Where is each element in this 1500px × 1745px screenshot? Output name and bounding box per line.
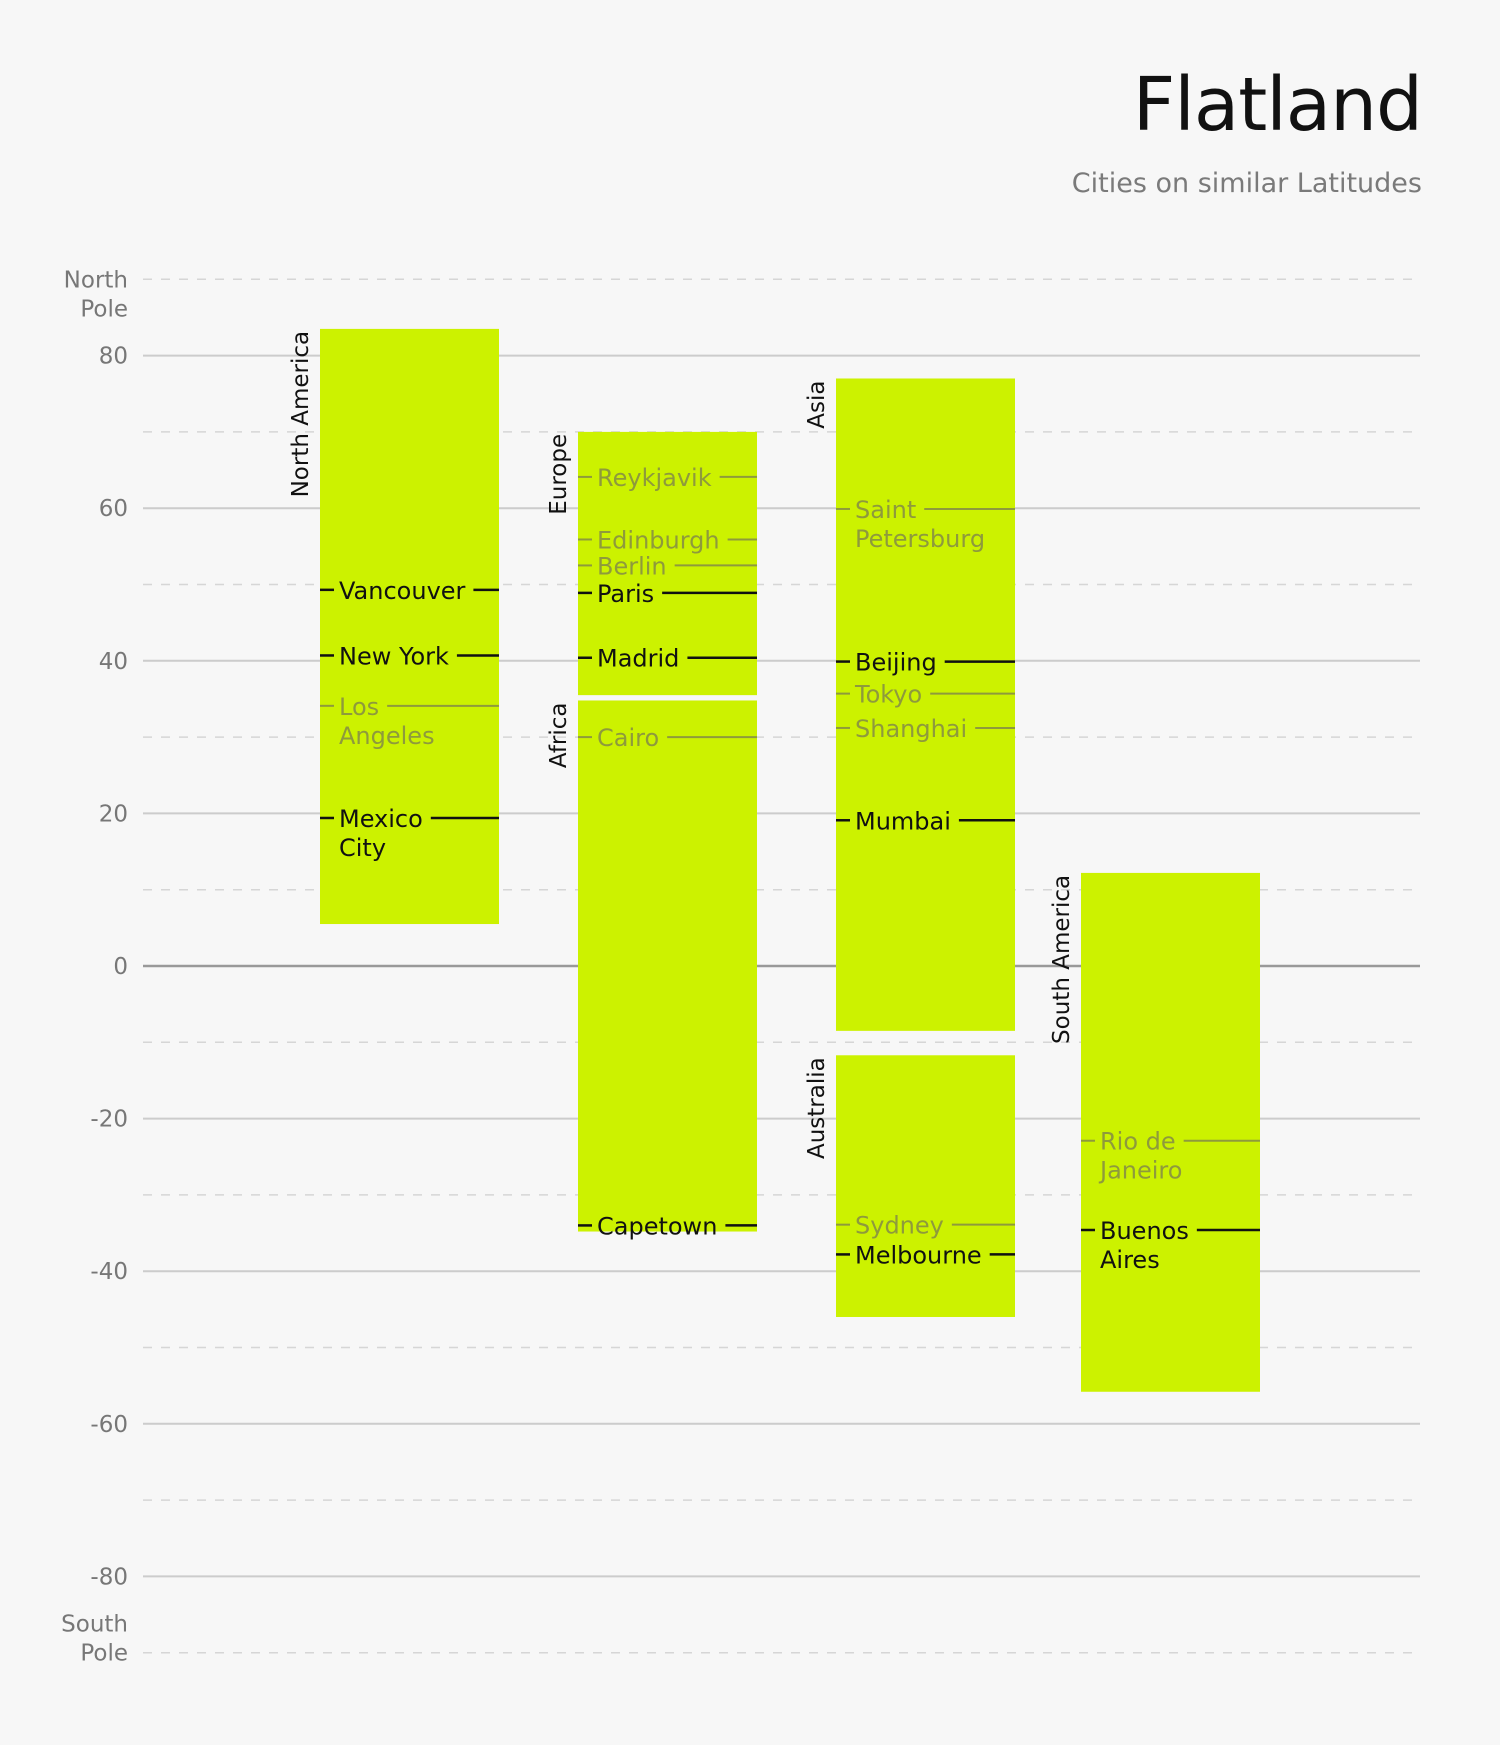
y-tick-label: -60 — [90, 1412, 128, 1438]
city-paris: Paris — [578, 580, 757, 608]
y-tick-label: 0 — [113, 954, 128, 980]
city-label-line: Petersburg — [855, 525, 985, 553]
city-label: Reykjavik — [597, 464, 712, 492]
city-label-line: Sydney — [855, 1212, 944, 1240]
north-pole-label: North — [64, 267, 128, 293]
city-label-line: Vancouver — [339, 577, 466, 605]
city-mexico-city: Mexico City — [320, 805, 499, 862]
city-label-line: Saint — [855, 496, 916, 524]
city-label-line: Beijing — [855, 649, 937, 677]
region-label-north-america: North America — [288, 331, 314, 498]
city-mumbai: Mumbai — [836, 807, 1015, 835]
city-label-line: Paris — [597, 580, 654, 608]
y-tick-label: -20 — [90, 1107, 128, 1133]
city-label-line: Aires — [1100, 1246, 1160, 1274]
region-label-africa: Africa — [546, 702, 572, 768]
city-label: Edinburgh — [597, 526, 720, 554]
city-label-line: Tokyo — [854, 681, 922, 709]
city-label: Saint Petersburg — [855, 496, 985, 553]
city-beijing: Beijing — [836, 649, 1015, 677]
city-rio-de-janeiro: Rio de Janeiro — [1081, 1128, 1260, 1185]
chart-title: Flatland — [1132, 62, 1423, 148]
region-label-south-america: South America — [1049, 875, 1075, 1044]
region-bar-europe — [578, 431, 757, 696]
city-label: Madrid — [597, 645, 679, 673]
y-tick-label: 80 — [99, 344, 128, 370]
city-label-line: New York — [339, 642, 449, 670]
city-label-line: Mumbai — [855, 807, 951, 835]
region-bar-australia — [836, 1055, 1015, 1317]
city-new-york: New York — [320, 642, 499, 670]
city-label: Mexico City — [339, 805, 423, 862]
y-tick-label: -40 — [90, 1259, 128, 1285]
city-buenos-aires: Buenos Aires — [1081, 1217, 1260, 1274]
city-label-line: Janeiro — [1098, 1157, 1182, 1185]
city-label-line: Shanghai — [855, 715, 967, 743]
region-bar-asia — [836, 378, 1015, 1031]
city-saint-petersburg: Saint Petersburg — [836, 496, 1015, 553]
city-label-line: Melbourne — [855, 1241, 982, 1269]
city-label: Rio de Janeiro — [1098, 1128, 1182, 1185]
city-label-line: Angeles — [339, 722, 435, 750]
region-label-australia: Australia — [804, 1057, 830, 1159]
city-label: Capetown — [597, 1212, 717, 1240]
city-label: Beijing — [855, 649, 937, 677]
city-label-line: Buenos — [1100, 1217, 1189, 1245]
city-label: Melbourne — [855, 1241, 982, 1269]
city-label-line: Madrid — [597, 645, 679, 673]
city-label: Los Angeles — [339, 693, 435, 750]
city-berlin: Berlin — [578, 552, 757, 580]
city-edinburgh: Edinburgh — [578, 526, 757, 554]
city-label-line: Mexico — [339, 805, 423, 833]
city-label: Sydney — [855, 1212, 944, 1240]
y-tick-label: 60 — [99, 496, 128, 522]
city-label: Tokyo — [854, 681, 922, 709]
city-label: Mumbai — [855, 807, 951, 835]
north-pole-label: Pole — [80, 296, 128, 322]
city-label: Paris — [597, 580, 654, 608]
south-pole-label: Pole — [80, 1641, 128, 1667]
city-cairo: Cairo — [578, 724, 757, 752]
city-label: Cairo — [597, 724, 659, 752]
city-label: Vancouver — [339, 577, 466, 605]
y-tick-label: -80 — [90, 1564, 128, 1590]
city-label-line: Cairo — [597, 724, 659, 752]
city-label-line: City — [339, 834, 386, 862]
city-label-line: Edinburgh — [597, 526, 720, 554]
region-bar-north-america — [320, 328, 499, 925]
city-label-line: Los — [339, 693, 379, 721]
city-label-line: Reykjavik — [597, 464, 712, 492]
city-los-angeles: Los Angeles — [320, 693, 499, 750]
city-shanghai: Shanghai — [836, 715, 1015, 743]
city-melbourne: Melbourne — [836, 1241, 1015, 1269]
city-capetown: Capetown — [578, 1212, 757, 1240]
city-tokyo: Tokyo — [836, 681, 1015, 709]
city-label: Buenos Aires — [1100, 1217, 1189, 1274]
y-tick-label: 20 — [99, 801, 128, 827]
region-label-europe: Europe — [546, 434, 572, 515]
city-madrid: Madrid — [578, 645, 757, 673]
region-bar-africa — [578, 700, 757, 1232]
city-label: Berlin — [597, 552, 667, 580]
y-tick-label: 40 — [99, 649, 128, 675]
city-reykjavik: Reykjavik — [578, 464, 757, 492]
city-label: New York — [339, 642, 449, 670]
region-label-asia: Asia — [804, 380, 830, 428]
chart-subtitle: Cities on similar Latitudes — [1071, 168, 1422, 199]
city-label-line: Rio de — [1100, 1128, 1176, 1156]
city-label-line: Berlin — [597, 552, 667, 580]
south-pole-label: South — [61, 1612, 128, 1638]
city-label: Shanghai — [855, 715, 967, 743]
city-label-line: Capetown — [597, 1212, 717, 1240]
region-bar-south-america — [1081, 872, 1260, 1392]
city-vancouver: Vancouver — [320, 577, 499, 605]
city-sydney: Sydney — [836, 1212, 1015, 1240]
